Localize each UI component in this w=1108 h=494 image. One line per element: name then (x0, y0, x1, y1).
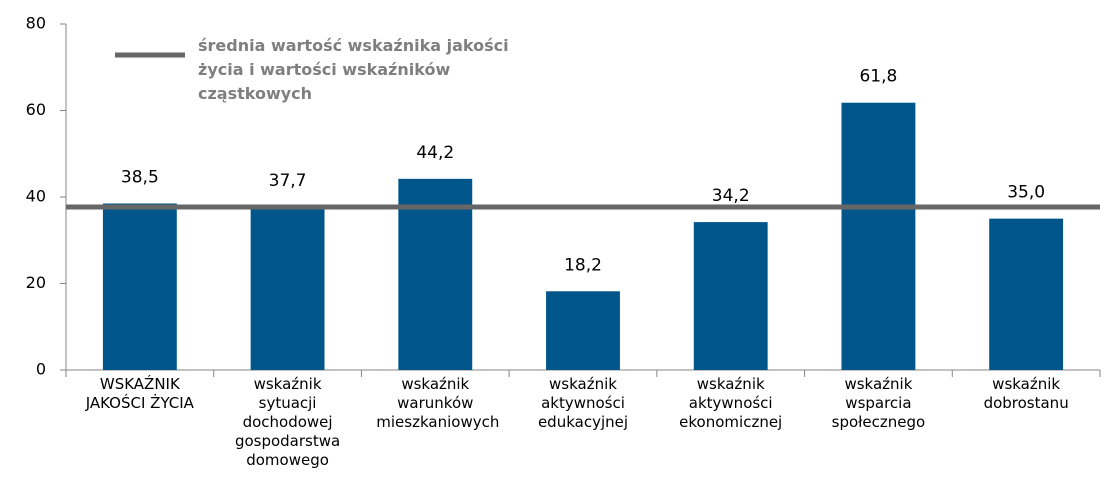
x-tick-label: WSKAŹNIK JAKOŚCI ŻYCIA (85, 375, 194, 412)
y-tick-label: 80 (26, 14, 46, 33)
y-tick-label: 40 (26, 187, 46, 206)
value-label: 35,0 (1007, 183, 1045, 203)
bar (546, 291, 620, 370)
value-label: 18,2 (564, 255, 602, 275)
bar (989, 218, 1064, 370)
value-label: 37,7 (269, 171, 307, 191)
bar (250, 206, 325, 370)
value-label: 38,5 (121, 167, 159, 187)
y-tick-label: 0 (36, 360, 46, 379)
y-tick-label: 60 (26, 100, 46, 119)
value-label: 44,2 (416, 143, 454, 163)
bar (102, 203, 177, 370)
y-tick-label: 20 (26, 273, 46, 292)
x-tick-label: wskaźnik sytuacji dochodowej gospodarstw… (234, 375, 341, 469)
bar (398, 178, 473, 370)
x-tick-label: wskaźnik aktywności edukacyjnej (537, 375, 629, 431)
x-tick-label: wskaźnik wsparcia społecznego (831, 375, 926, 431)
x-tick-label: wskaźnik warunków mieszkaniowych (376, 375, 500, 431)
bar (841, 102, 916, 370)
value-label: 34,2 (712, 186, 750, 206)
legend-label: średnia wartość wskaźnika jakości życia … (198, 36, 509, 103)
bar (693, 222, 768, 370)
value-label: 61,8 (859, 67, 897, 87)
x-tick-label: wskaźnik aktywności ekonomicznej (679, 375, 783, 431)
x-tick-label: wskaźnik dobrostanu (983, 375, 1069, 412)
